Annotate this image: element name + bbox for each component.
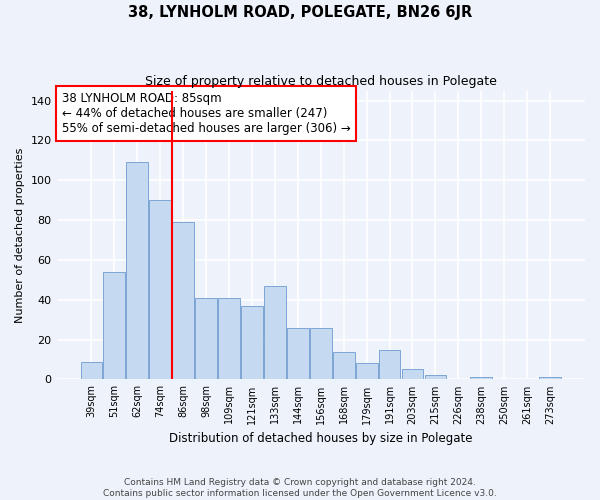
Bar [241, 306, 263, 380]
Text: 38 LYNHOLM ROAD: 85sqm
← 44% of detached houses are smaller (247)
55% of semi-de: 38 LYNHOLM ROAD: 85sqm ← 44% of detached… [62, 92, 350, 135]
Bar [218, 298, 240, 380]
Bar [401, 370, 424, 380]
Bar [195, 298, 217, 380]
Text: Contains HM Land Registry data © Crown copyright and database right 2024.
Contai: Contains HM Land Registry data © Crown c… [103, 478, 497, 498]
Bar [356, 364, 377, 380]
X-axis label: Distribution of detached houses by size in Polegate: Distribution of detached houses by size … [169, 432, 473, 445]
Bar [287, 328, 309, 380]
Bar [470, 378, 492, 380]
Bar [149, 200, 171, 380]
Bar [103, 272, 125, 380]
Bar [172, 222, 194, 380]
Bar [127, 162, 148, 380]
Bar [379, 350, 400, 380]
Bar [333, 352, 355, 380]
Y-axis label: Number of detached properties: Number of detached properties [15, 148, 25, 322]
Title: Size of property relative to detached houses in Polegate: Size of property relative to detached ho… [145, 75, 497, 88]
Text: 38, LYNHOLM ROAD, POLEGATE, BN26 6JR: 38, LYNHOLM ROAD, POLEGATE, BN26 6JR [128, 5, 472, 20]
Bar [425, 376, 446, 380]
Bar [539, 378, 561, 380]
Bar [310, 328, 332, 380]
Bar [264, 286, 286, 380]
Bar [80, 362, 103, 380]
